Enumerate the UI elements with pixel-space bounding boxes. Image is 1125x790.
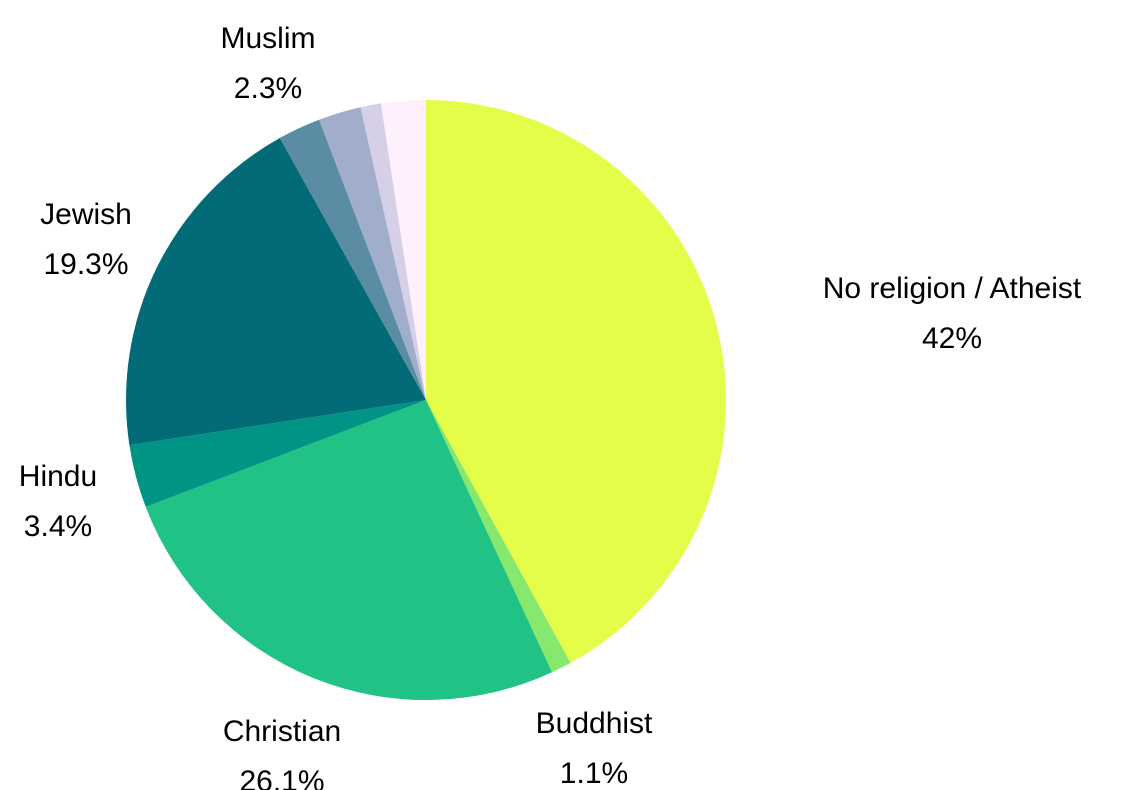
slice-value-hindu: 3.4% (24, 510, 92, 543)
pie-slice-unlabeled-7 (360, 103, 426, 401)
slice-value-christian: 26.1% (239, 765, 324, 790)
slice-label-hindu: Hindu (19, 460, 97, 493)
slice-value-muslim: 2.3% (234, 72, 302, 105)
slice-label-christian: Christian (223, 715, 341, 748)
slice-label-buddhist: Buddhist (536, 707, 653, 740)
slice-label-muslim: Muslim (221, 22, 316, 55)
pie-slice-unlabeled-5 (279, 119, 426, 400)
pie-labels: No religion / Atheist 42% Buddhist 1.1% Chri… (19, 22, 1082, 790)
slice-label-jewish: Jewish (40, 198, 132, 231)
slice-value-no-religion-atheist: 42% (922, 322, 982, 355)
slice-label-no-religion-atheist: No religion / Atheist (823, 272, 1082, 305)
pie-slice-jewish (125, 138, 426, 446)
slice-value-buddhist: 1.1% (560, 757, 628, 790)
pie-slice-unlabeled-8 (380, 100, 426, 400)
pie-slice-christian (145, 400, 553, 701)
pie-slice-muslim (319, 107, 426, 400)
pie-slices (125, 100, 727, 701)
slice-value-jewish: 19.3% (43, 248, 128, 281)
pie-slice-no-religion-atheist (426, 100, 727, 663)
pie-slice-hindu (129, 400, 426, 507)
pie-slice-buddhist (426, 400, 571, 673)
